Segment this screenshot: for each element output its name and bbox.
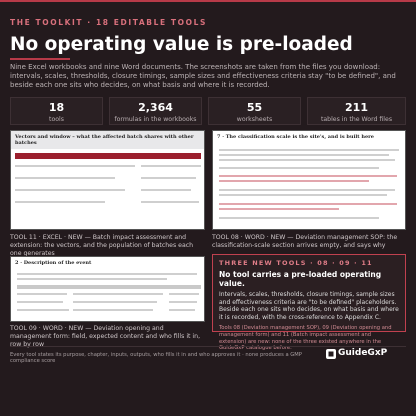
screenshot-heading: 7 · The classification scale is the site…: [217, 134, 374, 140]
stat: 211 tables in the Word files: [307, 97, 406, 125]
stat-label: formulas in the workbooks: [114, 116, 197, 123]
callout-body: Intervals, scales, thresholds, closure t…: [219, 291, 399, 321]
callout-note: Tools 08 (Deviation management SOP), 09 …: [219, 325, 392, 352]
screenshot-heading: Vectors and window – what the affected b…: [11, 131, 204, 149]
stat-label: worksheets: [236, 116, 273, 123]
stat-label: tools: [49, 116, 64, 123]
screenshot: Vectors and window – what the affected b…: [10, 130, 205, 230]
logo: GuideGxP: [338, 348, 388, 358]
footer-rule: [10, 346, 406, 347]
stat-value: 211: [345, 101, 368, 114]
top-rule: [0, 0, 416, 2]
stat-value: 55: [246, 101, 263, 114]
logo-icon: [326, 349, 336, 359]
caption: TOOL 11 · EXCEL · NEW — Batch impact ass…: [10, 234, 194, 257]
callout: THREE NEW TOOLS · 08 · 09 · 11 No tool c…: [212, 254, 406, 351]
stat-value: 2,364: [138, 101, 173, 114]
footer-text: Every tool states its purpose, chapter, …: [10, 352, 302, 364]
intro: Nine Excel workbooks and nine Word docum…: [10, 63, 396, 90]
stat-value: 18: [48, 101, 65, 114]
caption: TOOL 09 · WORD · NEW — Deviation opening…: [10, 325, 201, 348]
stat: 18 tools: [10, 97, 103, 125]
screenshot: 2 · Description of the event: [10, 256, 205, 322]
stat-label: tables in the Word files: [320, 116, 393, 123]
callout-kicker: THREE NEW TOOLS · 08 · 09 · 11: [219, 259, 373, 267]
stat: 55 worksheets: [208, 97, 301, 125]
kicker: THE TOOLKIT · 18 EDITABLE TOOLS: [10, 18, 207, 27]
title-rule: [10, 58, 70, 60]
caption: TOOL 08 · WORD · NEW — Deviation managem…: [212, 234, 398, 249]
title: No operating value is pre-loaded: [10, 34, 353, 55]
stat: 2,364 formulas in the workbooks: [109, 97, 202, 125]
callout-title: No tool carries a pre-loaded operating v…: [219, 270, 382, 288]
screenshot-heading: 2 · Description of the event: [15, 260, 92, 266]
screenshot: 7 · The classification scale is the site…: [212, 130, 406, 230]
